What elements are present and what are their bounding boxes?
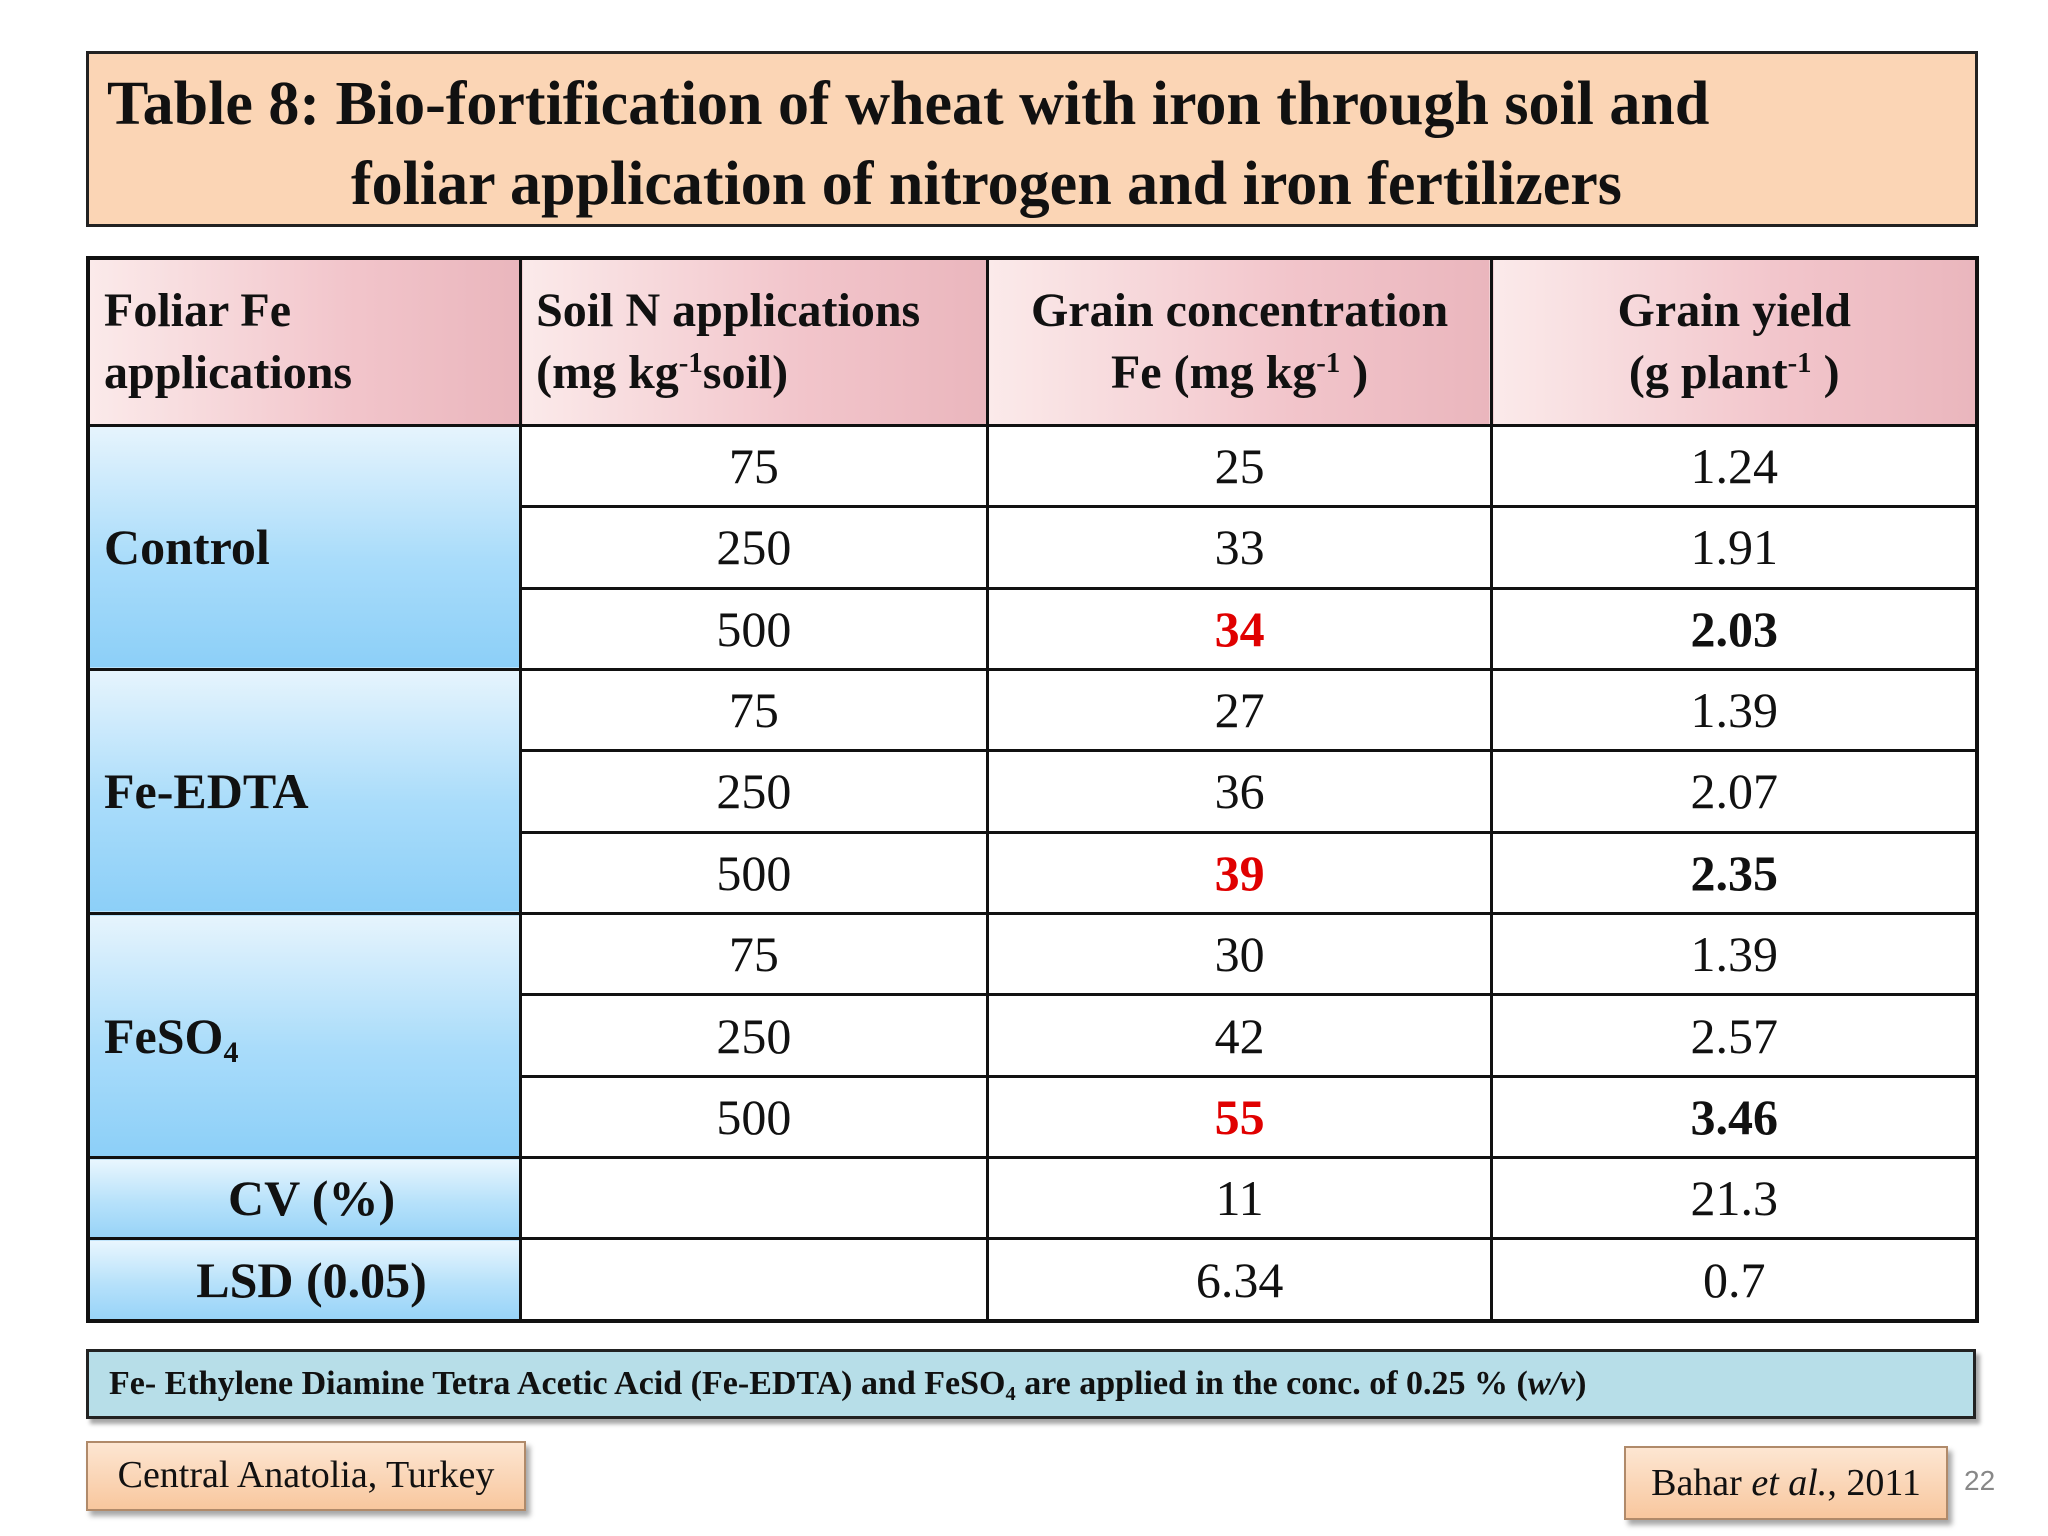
table-row: FeSO4 75 30 1.39 [86,912,1979,1160]
cell-yield: 2.07 [1490,749,1979,834]
cell-fe-highlight: 34 [985,586,1494,671]
cell-fe: 42 [985,993,1494,1078]
header-soil-n: Soil N applications (mg kg-1soil) [519,256,989,427]
table-row: 500 55 3.46 [88,1074,1979,1160]
reference-label: Bahar et al., 2011 [1624,1446,1948,1520]
cell-empty [519,1237,989,1323]
cell-soil-n: 500 [519,586,989,671]
table-title-line1: Table 8: Bio-fortification of wheat with… [107,70,1710,138]
table-row: Fe-EDTA 75 27 1.39 [86,667,1979,916]
group-feso4: FeSO4 [86,912,523,1160]
footnote-box: Fe- Ethylene Diamine Tetra Acetic Acid (… [86,1349,1976,1419]
cell-yield: 1.39 [1490,912,1979,997]
header-foliar-fe: Foliar Fe applications [86,256,523,427]
cell-fe: 11 [985,1156,1494,1241]
table-row: 500 39 2.35 [88,830,1979,916]
cell-fe: 36 [985,749,1494,834]
stat-row-lsd: LSD (0.05) 6.34 0.7 [86,1237,1979,1323]
stat-label-cv: CV (%) [86,1156,523,1241]
cell-empty [519,1156,989,1241]
location-label: Central Anatolia, Turkey [86,1441,526,1511]
cell-yield: 0.7 [1490,1237,1979,1323]
data-table: Foliar Fe applications Soil N applicatio… [86,256,1979,1323]
cell-fe: 30 [985,912,1494,997]
cell-yield-highlight: 2.03 [1490,586,1979,671]
cell-yield: 1.24 [1490,423,1979,509]
cell-fe: 25 [985,423,1494,509]
cell-fe: 6.34 [985,1237,1494,1323]
table-title-line2: foliar application of nitrogen and iron … [351,150,1622,218]
table-title-box: Table 8: Bio-fortification of wheat with… [86,51,1978,227]
cell-yield: 1.39 [1490,667,1979,753]
group-fe-edta: Fe-EDTA [86,667,523,916]
cell-yield: 21.3 [1490,1156,1979,1241]
table-row: 250 36 2.07 [88,749,1979,834]
cell-yield: 1.91 [1490,505,1979,590]
cell-yield-highlight: 3.46 [1490,1074,1979,1160]
table-row: 250 33 1.91 [88,505,1979,590]
cell-yield: 2.57 [1490,993,1979,1078]
cell-soil-n: 500 [519,830,989,916]
cell-fe: 27 [985,667,1494,753]
group-control: Control [86,423,523,671]
cell-soil-n: 75 [519,667,989,753]
stat-label-lsd: LSD (0.05) [86,1237,523,1323]
cell-soil-n: 250 [519,993,989,1078]
header-row: Foliar Fe applications Soil N applicatio… [86,256,1979,427]
header-grain-yield: Grain yield (g plant-1 ) [1490,256,1979,427]
cell-soil-n: 250 [519,505,989,590]
table-row: Control 75 25 1.24 [86,423,1979,671]
cell-soil-n: 250 [519,749,989,834]
table-row: 500 34 2.03 [88,586,1979,671]
cell-soil-n: 500 [519,1074,989,1160]
stat-row-cv: CV (%) 11 21.3 [86,1156,1979,1241]
cell-soil-n: 75 [519,912,989,997]
header-grain-concentration: Grain concentration Fe (mg kg-1 ) [985,256,1494,427]
slide-number: 22 [1964,1465,1996,1496]
cell-fe-highlight: 39 [985,830,1494,916]
cell-yield-highlight: 2.35 [1490,830,1979,916]
cell-fe-highlight: 55 [985,1074,1494,1160]
cell-soil-n: 75 [519,423,989,509]
cell-fe: 33 [985,505,1494,590]
table-row: 250 42 2.57 [88,993,1979,1078]
